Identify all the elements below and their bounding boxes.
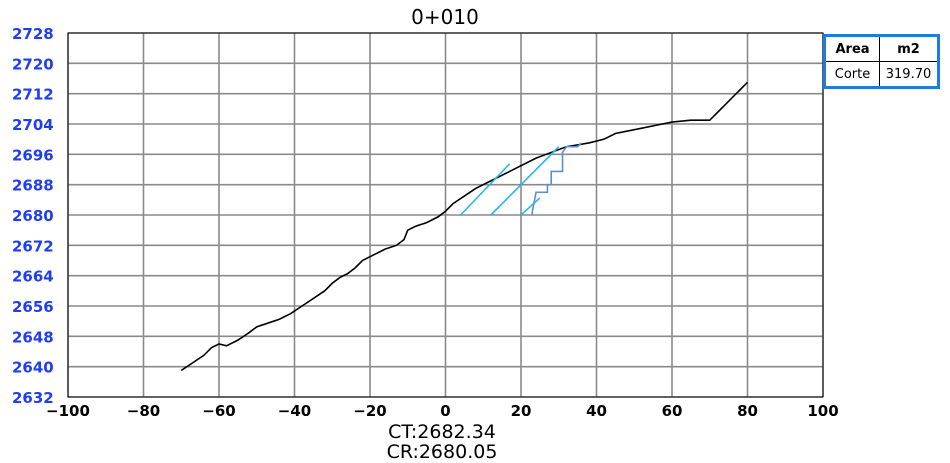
grid: [67, 32, 824, 398]
x-tick-label: 80: [737, 402, 758, 420]
y-tick-label: 2656: [12, 298, 54, 316]
y-tick-label: 2648: [12, 328, 54, 346]
area-table-row: Corte 319.70: [824, 61, 939, 88]
x-axis-ticks: −100 −80 −60 −40 −20 0 20 40 60 80 100: [46, 402, 839, 420]
chart-title: 0+010: [411, 5, 479, 29]
y-tick-label: 2640: [12, 359, 54, 377]
y-tick-label: 2680: [12, 207, 54, 225]
y-tick-label: 2672: [12, 237, 54, 255]
y-axis-ticks: 2632 2640 2648 2656 2664 2672 2680 2688 2696 2704…: [12, 25, 54, 407]
cut-hatch-line: [460, 163, 511, 216]
unit-header-cell: m2: [879, 35, 939, 62]
area-type-cell: Corte: [824, 61, 880, 88]
x-tick-label: 100: [807, 402, 838, 420]
y-tick-label: 2712: [12, 86, 54, 104]
annotation-cr: CR:2680.05: [387, 441, 498, 463]
area-table-header: Area m2: [824, 35, 939, 62]
x-tick-label: −100: [46, 402, 90, 420]
y-tick-label: 2728: [12, 25, 54, 43]
x-tick-label: 60: [662, 402, 683, 420]
x-tick-label: 40: [586, 402, 607, 420]
cut-hatch-line: [490, 146, 560, 216]
cut-hatch-line: [520, 197, 541, 216]
x-tick-label: 20: [511, 402, 532, 420]
y-tick-label: 2704: [12, 116, 54, 134]
y-tick-label: 2696: [12, 146, 54, 164]
area-header-cell: Area: [824, 35, 880, 62]
annotation-ct: CT:2682.34: [388, 421, 496, 443]
x-tick-label: −40: [278, 402, 311, 420]
series-layer: [180, 81, 749, 372]
y-tick-label: 2664: [12, 268, 54, 286]
terrain-line: [180, 81, 749, 372]
area-table: Area m2 Corte 319.70: [823, 34, 940, 89]
area-value-cell: 319.70: [879, 61, 939, 88]
x-tick-label: −60: [202, 402, 235, 420]
x-tick-label: −80: [127, 402, 160, 420]
cut-steps-line: [531, 142, 582, 215]
y-tick-label: 2720: [12, 55, 54, 73]
y-tick-label: 2688: [12, 177, 54, 195]
plot-frame: [67, 32, 824, 398]
x-tick-label: 0: [440, 402, 450, 420]
y-tick-label: 2632: [12, 389, 54, 407]
x-tick-label: −20: [353, 402, 386, 420]
